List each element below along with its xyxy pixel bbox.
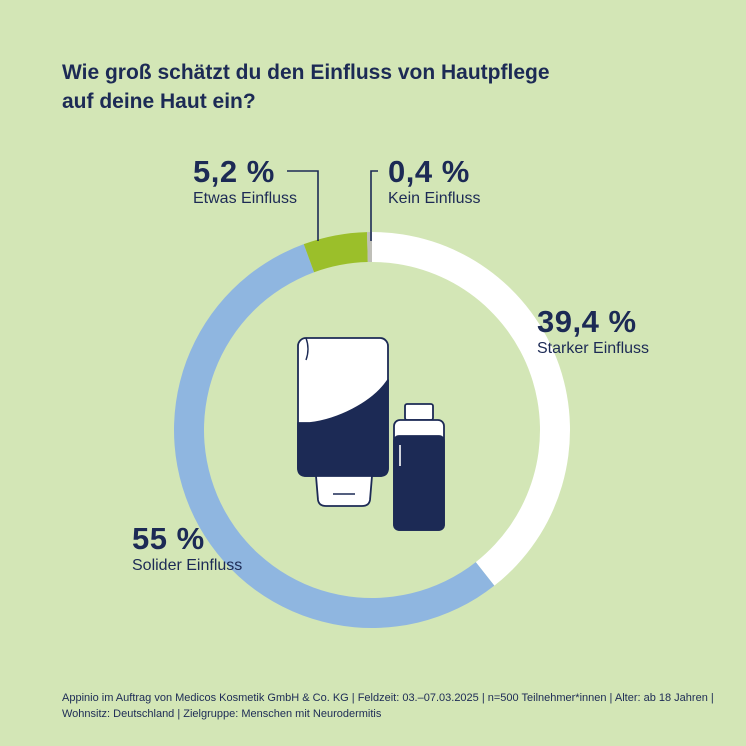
pct-solider: 55 % [132, 521, 205, 556]
name-starker: Starker Einfluss [537, 340, 650, 357]
pct-etwas: 5,2 % [193, 154, 275, 189]
label-solider: 55 % Solider Einfluss [132, 522, 242, 576]
skincare-tube-and-bottle-icon [297, 337, 445, 531]
source-footnote: Appinio im Auftrag von Medicos Kosmetik … [62, 690, 714, 722]
pct-kein: 0,4 % [388, 154, 470, 189]
label-starker: 39,4 % Starker Einfluss [537, 305, 649, 359]
label-etwas: 5,2 % Etwas Einfluss [193, 155, 297, 209]
leader-line-etwas [287, 170, 319, 241]
title-line-1: Wie groß schätzt du den Einfluss von Hau… [62, 61, 550, 84]
label-kein: 0,4 % Kein Einfluss [388, 155, 481, 209]
name-etwas: Etwas Einfluss [193, 190, 298, 207]
slice-etwas [303, 232, 368, 273]
title-line-2: auf deine Haut ein? [62, 90, 256, 113]
name-kein: Kein Einfluss [388, 190, 481, 207]
chart-title: Wie groß schätzt du den Einfluss von Hau… [62, 58, 682, 116]
footnote-line-2: Wohnsitz: Deutschland | Zielgruppe: Mens… [62, 708, 382, 720]
slice-starker [372, 232, 570, 586]
footnote-line-1: Appinio im Auftrag von Medicos Kosmetik … [62, 692, 714, 704]
slice-solider [174, 244, 495, 629]
pct-starker: 39,4 % [537, 304, 637, 339]
leader-line-kein [370, 170, 378, 241]
name-solider: Solider Einfluss [132, 557, 243, 574]
